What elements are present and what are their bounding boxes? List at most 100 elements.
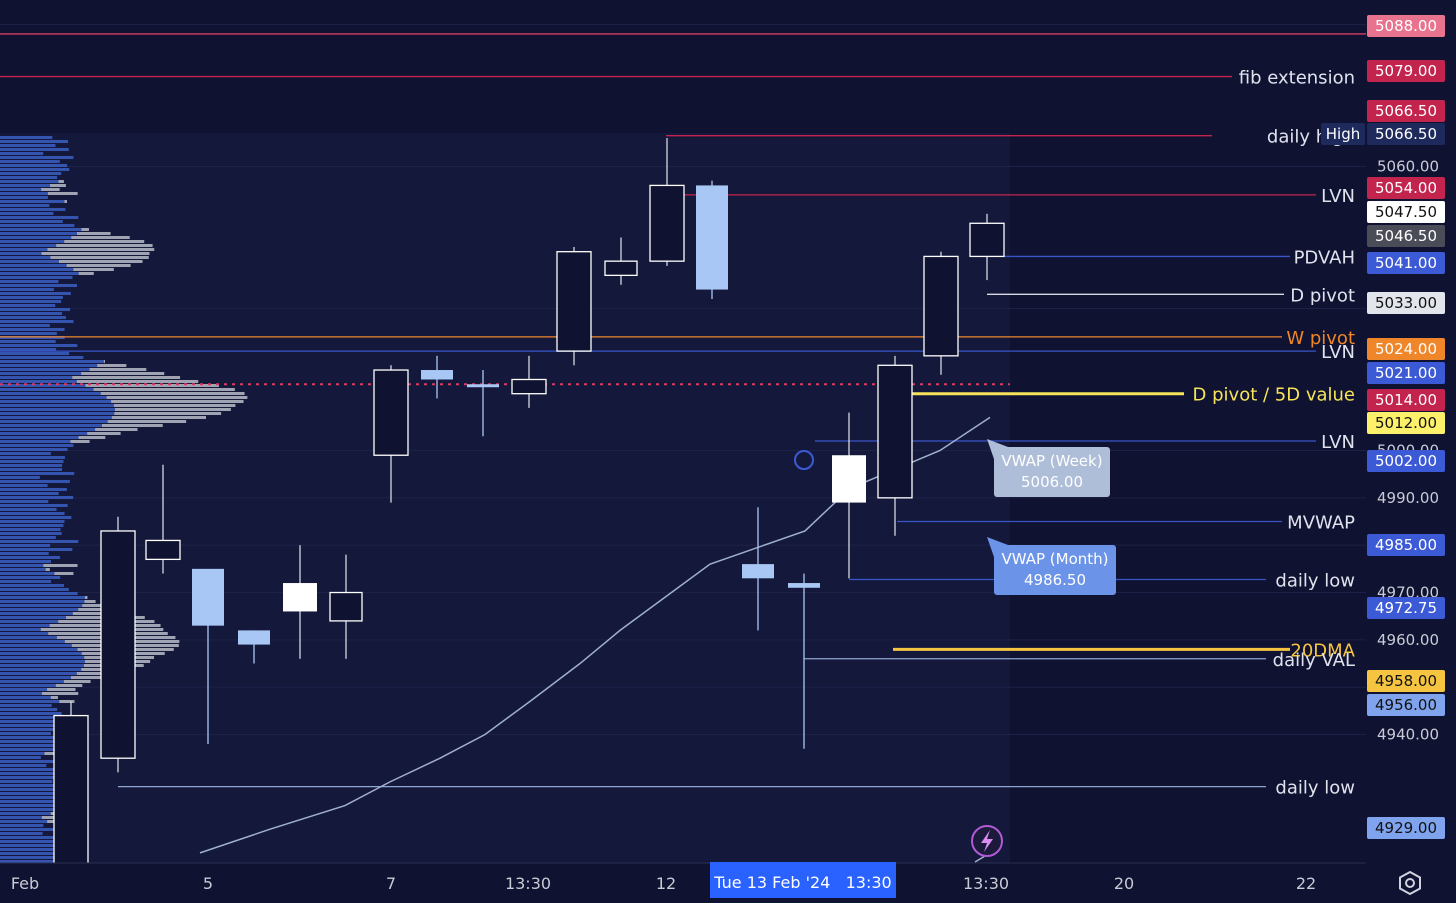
price-tag-value: 5041.00 xyxy=(1375,254,1437,272)
profile-bar xyxy=(0,672,77,675)
profile-bar xyxy=(0,700,60,703)
profile-bar xyxy=(0,504,68,507)
time-tick-label: 20 xyxy=(1114,874,1134,893)
profile-bar xyxy=(72,376,181,379)
price-tag xyxy=(1367,15,1445,37)
profile-bar xyxy=(0,404,114,407)
profile-bar xyxy=(0,512,65,515)
profile-bar xyxy=(0,724,71,727)
profile-bar xyxy=(0,548,73,551)
price-tag-value: 5046.50 xyxy=(1375,227,1437,245)
profile-bar xyxy=(0,400,112,403)
profile-bar xyxy=(0,352,70,355)
profile-bar xyxy=(0,312,63,315)
profile-bar xyxy=(81,228,89,231)
profile-bar xyxy=(0,808,58,811)
level-label: LVN xyxy=(1321,186,1355,207)
profile-bar xyxy=(0,428,96,431)
level-label: W pivot xyxy=(1286,328,1355,349)
profile-bar xyxy=(0,212,54,215)
level-label: daily VAL xyxy=(1273,650,1355,671)
profile-bar xyxy=(45,568,50,571)
profile-bar xyxy=(0,804,67,807)
price-tag-value: 4929.00 xyxy=(1375,819,1437,837)
profile-bar xyxy=(0,708,58,711)
crosshair-time-tag xyxy=(710,862,896,898)
profile-bar xyxy=(70,440,90,443)
profile-bar xyxy=(93,388,235,391)
profile-bar xyxy=(0,644,72,647)
price-tag-value: 4956.00 xyxy=(1375,696,1437,714)
profile-bar xyxy=(0,496,74,499)
profile-bar xyxy=(0,224,75,227)
profile-bar xyxy=(0,308,71,311)
profile-bar xyxy=(0,324,50,327)
price-tag xyxy=(1367,450,1445,472)
profile-bar xyxy=(0,664,84,667)
time-tick-label: 12 xyxy=(656,874,676,893)
profile-bar xyxy=(0,200,65,203)
vwap-tail xyxy=(974,855,986,863)
price-tick-label: 4960.00 xyxy=(1377,631,1439,649)
level-label: 20DMA xyxy=(1290,640,1355,661)
profile-bar xyxy=(0,756,41,759)
profile-bar xyxy=(0,488,67,491)
profile-bar xyxy=(107,420,187,423)
profile-bar xyxy=(0,396,107,399)
grid-lines xyxy=(0,23,1366,736)
candle-body xyxy=(556,251,592,352)
profile-bar xyxy=(0,528,61,531)
profile-bar xyxy=(0,192,48,195)
candle-body xyxy=(100,530,136,759)
profile-bar xyxy=(58,180,64,183)
profile-bar xyxy=(0,592,78,595)
price-tag-value: 4985.00 xyxy=(1375,536,1437,554)
profile-bar xyxy=(0,784,70,787)
profile-bar xyxy=(0,140,69,143)
profile-bar xyxy=(41,816,61,819)
profile-bar xyxy=(54,572,74,575)
callout-box xyxy=(994,447,1110,497)
profile-bar xyxy=(0,484,48,487)
profile-bar xyxy=(0,844,75,847)
candle-body xyxy=(467,384,499,388)
settings-gear-icon[interactable] xyxy=(1399,870,1421,896)
candle-body xyxy=(788,583,820,588)
price-tick-label: 4990.00 xyxy=(1377,489,1439,507)
crosshair-circle-marker[interactable] xyxy=(794,450,814,470)
price-tag xyxy=(1367,534,1445,556)
profile-bar xyxy=(78,608,117,611)
profile-bar xyxy=(0,216,79,219)
profile-bar xyxy=(0,376,73,379)
time-tick-label: 13:30 xyxy=(505,874,551,893)
profile-bar xyxy=(50,256,149,259)
profile-bar xyxy=(0,656,85,659)
profile-bar xyxy=(0,608,79,611)
profile-bar xyxy=(114,408,231,411)
profile-bar xyxy=(0,704,52,707)
profile-bar xyxy=(0,472,75,475)
profile-bar xyxy=(0,612,73,615)
profile-bar xyxy=(0,264,67,267)
profile-bar xyxy=(0,136,53,139)
price-tag xyxy=(1367,362,1445,384)
callout-title: VWAP (Month) xyxy=(1001,550,1108,568)
profile-bar xyxy=(0,148,69,151)
profile-bar xyxy=(0,388,94,391)
profile-bar xyxy=(0,792,70,795)
candle-body xyxy=(329,591,363,622)
candle-body xyxy=(969,222,1005,258)
profile-bar xyxy=(0,604,83,607)
profile-bar xyxy=(0,332,57,335)
profile-bar xyxy=(0,340,56,343)
profile-bar xyxy=(0,448,68,451)
profile-bar xyxy=(100,392,245,395)
profile-bar xyxy=(41,188,60,191)
price-tag-value: 5012.00 xyxy=(1375,414,1437,432)
profile-bar xyxy=(0,632,49,635)
lightning-icon[interactable] xyxy=(971,825,1003,857)
profile-bar xyxy=(78,272,94,275)
price-tag-value: 5002.00 xyxy=(1375,452,1437,470)
profile-bar xyxy=(0,820,48,823)
